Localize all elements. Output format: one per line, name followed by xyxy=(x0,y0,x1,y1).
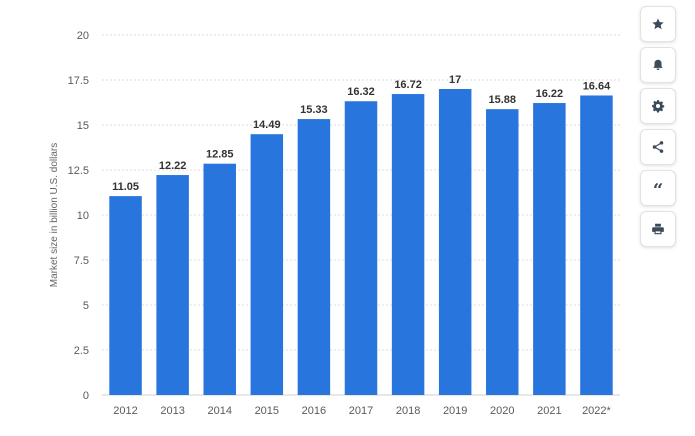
x-tick-label: 2022* xyxy=(582,405,611,417)
y-tick-label: 0 xyxy=(83,390,89,402)
bar xyxy=(250,134,284,395)
x-tick-label: 2020 xyxy=(490,405,514,417)
share-icon xyxy=(651,140,665,154)
data-label: 12.22 xyxy=(159,160,187,172)
settings-button[interactable] xyxy=(640,88,676,124)
x-tick-label: 2021 xyxy=(537,405,561,417)
data-label: 16.32 xyxy=(347,86,375,98)
y-tick-label: 17.5 xyxy=(68,75,89,87)
bar xyxy=(109,196,142,395)
y-tick-label: 10 xyxy=(77,210,89,222)
y-tick-label: 2.5 xyxy=(74,345,89,357)
x-tick-label: 2012 xyxy=(113,405,137,417)
data-label: 16.64 xyxy=(583,80,611,92)
gear-icon xyxy=(651,99,665,113)
y-tick-label: 12.5 xyxy=(68,165,89,177)
bar xyxy=(486,109,519,395)
x-tick-label: 2016 xyxy=(302,405,326,417)
y-tick-label: 7.5 xyxy=(74,255,89,267)
printer-icon xyxy=(651,222,665,236)
data-label: 15.88 xyxy=(489,94,517,106)
x-tick-label: 2014 xyxy=(207,405,231,417)
bar xyxy=(438,89,472,395)
data-label: 17 xyxy=(449,74,461,86)
y-axis-title: Market size in billion U.S. dollars xyxy=(49,143,60,288)
favorite-button[interactable] xyxy=(640,6,676,42)
bar xyxy=(533,103,566,395)
data-label: 14.49 xyxy=(253,119,281,131)
bell-icon xyxy=(651,58,665,72)
quote-icon: “ xyxy=(652,180,664,201)
bar xyxy=(344,101,378,396)
y-tick-label: 15 xyxy=(77,120,89,132)
share-button[interactable] xyxy=(640,129,676,165)
data-label: 16.22 xyxy=(536,88,564,100)
x-tick-label: 2015 xyxy=(255,405,279,417)
data-label: 15.33 xyxy=(300,104,328,116)
bar xyxy=(297,119,331,395)
bar xyxy=(203,163,236,395)
bar-chart: 0 2.5 5 7.5 10 12.5 15 17.5 20 Market size in bil… xyxy=(49,30,620,417)
bar xyxy=(156,175,189,395)
data-label: 16.72 xyxy=(394,79,422,91)
bar xyxy=(580,95,613,395)
data-label: 12.85 xyxy=(206,149,234,161)
x-tick-label: 2013 xyxy=(160,405,184,417)
star-icon xyxy=(651,17,665,31)
chart-canvas: 0 2.5 5 7.5 10 12.5 15 17.5 20 Market size in bil… xyxy=(49,30,620,417)
x-tick-label: 2018 xyxy=(396,405,420,417)
data-label: 11.05 xyxy=(112,181,139,193)
x-tick-label: 2017 xyxy=(349,405,373,417)
bar xyxy=(391,94,425,395)
x-tick-label: 2019 xyxy=(443,405,467,417)
print-button[interactable] xyxy=(640,211,676,247)
cite-button[interactable]: “ xyxy=(640,170,676,206)
notification-button[interactable] xyxy=(640,47,676,83)
y-tick-label: 5 xyxy=(83,300,89,312)
y-tick-label: 20 xyxy=(77,30,89,42)
